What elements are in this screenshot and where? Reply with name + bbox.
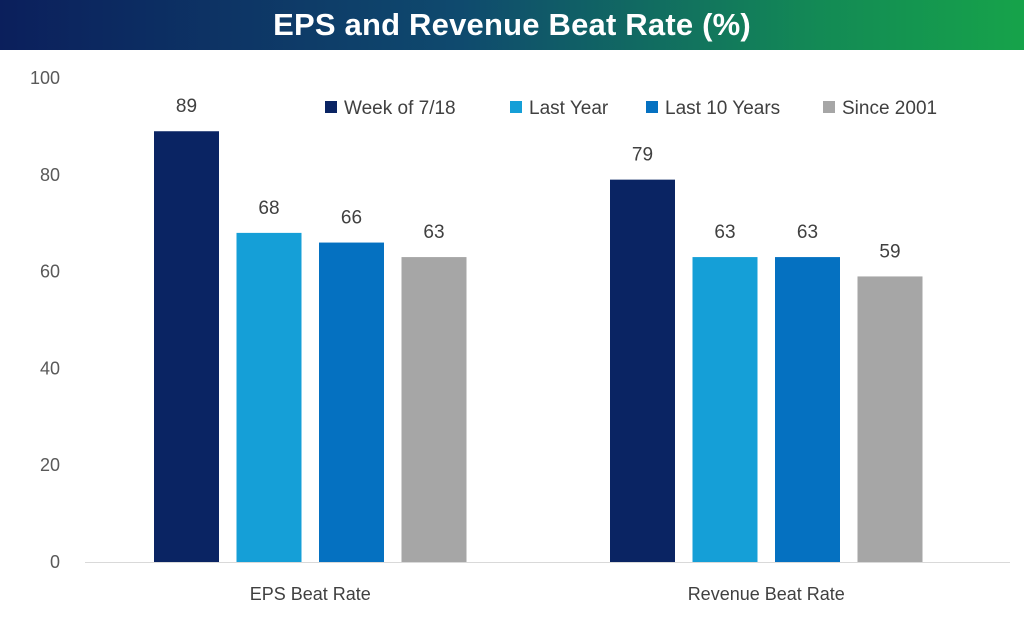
bar-0-2: [319, 242, 384, 562]
bar-0-1: [236, 232, 302, 562]
bar-1-0: [610, 179, 675, 562]
bar-0-3: [401, 257, 467, 562]
data-label: 59: [879, 241, 900, 262]
y-tick-label: 20: [40, 455, 60, 475]
data-label: 68: [258, 198, 279, 219]
bars-group: [154, 131, 923, 562]
bar-0-0: [154, 131, 219, 562]
legend-swatch: [823, 101, 835, 113]
data-label: 63: [714, 222, 735, 243]
legend-swatch: [325, 101, 337, 113]
data-labels: 89 68 66 63 79 63 63 59: [176, 96, 901, 262]
x-category-label: EPS Beat Rate: [250, 584, 371, 604]
y-tick-label: 40: [40, 358, 60, 378]
data-label: 63: [423, 222, 444, 243]
legend-label: Since 2001: [842, 98, 937, 119]
x-category-label: Revenue Beat Rate: [688, 584, 845, 604]
legend-swatch: [510, 101, 522, 113]
legend: Week of 7/18 Last Year Last 10 Years Since …: [325, 98, 937, 119]
bar-1-2: [775, 257, 840, 562]
y-tick-label: 80: [40, 165, 60, 185]
legend-swatch: [646, 101, 658, 113]
data-label: 66: [341, 208, 362, 229]
y-axis: 0 20 40 60 80 100: [30, 68, 60, 572]
y-tick-label: 100: [30, 68, 60, 88]
legend-label: Last Year: [529, 98, 609, 119]
data-label: 79: [632, 145, 653, 166]
data-label: 63: [797, 222, 818, 243]
x-axis: EPS Beat Rate Revenue Beat Rate: [85, 562, 1010, 604]
bar-1-1: [692, 257, 758, 562]
bar-1-3: [857, 276, 923, 562]
legend-label: Last 10 Years: [665, 98, 780, 119]
data-label: 89: [176, 96, 197, 117]
y-tick-label: 60: [40, 262, 60, 282]
y-tick-label: 0: [50, 552, 60, 572]
chart-title-bar: EPS and Revenue Beat Rate (%): [0, 0, 1024, 50]
bar-chart: 0 20 40 60 80 100 EPS Beat Rate Revenue Beat R…: [30, 68, 1010, 604]
legend-label: Week of 7/18: [344, 98, 456, 119]
chart-title: EPS and Revenue Beat Rate (%): [273, 7, 751, 42]
